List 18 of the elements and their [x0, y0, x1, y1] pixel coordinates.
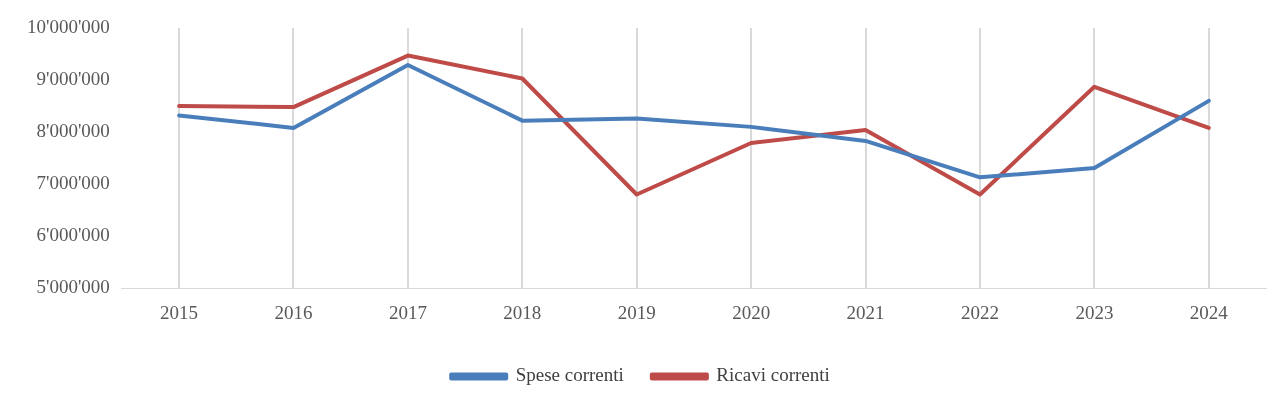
y-tick-label: 8'000'000	[36, 120, 110, 142]
x-tick-label: 2020	[732, 301, 771, 323]
y-tick-label: 10'000'000	[26, 15, 110, 37]
y-tick-label: 6'000'000	[36, 224, 110, 246]
x-tick-label: 2023	[1075, 301, 1114, 323]
y-tick-label: 5'000'000	[36, 276, 110, 298]
x-tick-label: 2015	[160, 301, 199, 323]
y-tick-label: 7'000'000	[36, 172, 110, 194]
x-tick-label: 2021	[846, 301, 885, 323]
x-tick-label: 2016	[274, 301, 313, 323]
legend-label: Spese correnti	[515, 364, 624, 386]
y-tick-label: 9'000'000	[36, 68, 110, 90]
x-tick-label: 2022	[960, 301, 999, 323]
x-tick-label: 2019	[617, 301, 656, 323]
x-tick-label: 2018	[503, 301, 542, 323]
x-tick-label: 2017	[388, 301, 427, 323]
legend-label: Ricavi correnti	[716, 364, 830, 386]
x-tick-label: 2024	[1189, 301, 1229, 323]
